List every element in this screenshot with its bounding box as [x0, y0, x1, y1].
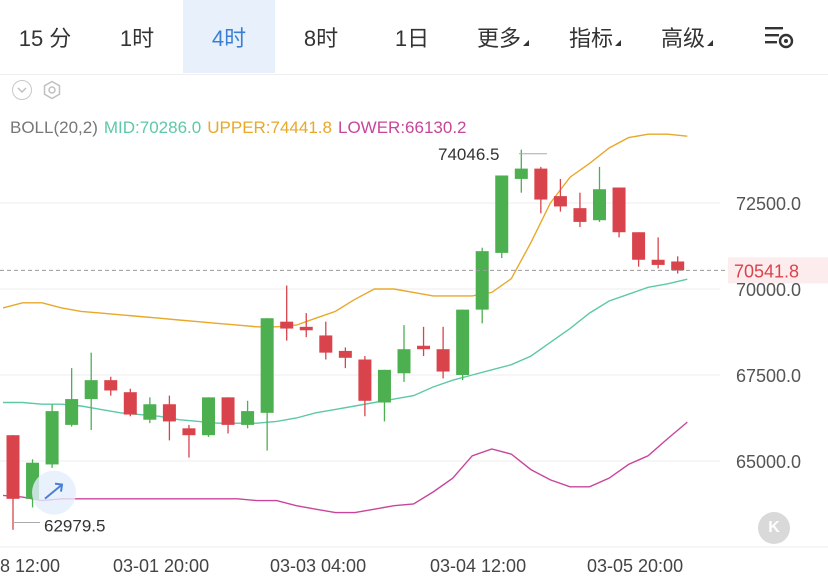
current-price-label: 70541.8	[734, 261, 799, 281]
y-tick-label: 65000.0	[736, 452, 801, 472]
collapse-indicator-button[interactable]	[12, 80, 32, 100]
back-to-latest-icon: K	[768, 519, 780, 536]
candlestick-chart[interactable]: 70541.8 72500.0 70000.0 67500.0 65000.0 8 12:…	[0, 74, 828, 586]
tab-label: 15 分	[18, 25, 72, 51]
candle-body	[123, 392, 137, 415]
x-tick-label: 03-04 12:00	[430, 556, 526, 576]
indicator-settings-button[interactable]	[42, 80, 62, 100]
back-to-latest-button[interactable]: K	[758, 512, 790, 544]
x-tick-label: 03-01 20:00	[113, 556, 209, 576]
dropdown-triangle-icon	[615, 39, 621, 46]
candle-body	[671, 261, 685, 271]
candle-body	[397, 349, 411, 374]
tab-label: 更多	[476, 25, 521, 51]
dropdown-triangle-icon	[523, 39, 529, 46]
candle-body	[338, 350, 352, 358]
boll-lower-value: LOWER:66130.2	[337, 118, 467, 137]
candle-body	[162, 404, 176, 422]
tab-15m[interactable]: 15 分	[0, 0, 90, 73]
candle-body	[202, 397, 215, 436]
tab-advanced[interactable]: 高级	[642, 0, 732, 73]
y-tick-label: 72500.0	[736, 194, 801, 214]
candle-body	[260, 318, 274, 413]
tab-label: 1时	[119, 25, 155, 51]
chevron-down-icon	[17, 87, 27, 94]
boll-mid-line	[3, 278, 688, 424]
x-tick-label: 03-03 04:00	[270, 556, 366, 576]
boll-name: BOLL(20,2)	[10, 118, 98, 137]
candle-body	[143, 404, 157, 420]
y-tick-label: 67500.0	[736, 366, 801, 386]
candle-body	[221, 397, 235, 425]
signal-marker	[32, 470, 76, 515]
current-price-tag	[728, 257, 828, 284]
tab-4h[interactable]: 4时	[183, 0, 275, 73]
tab-label: 高级	[660, 25, 705, 51]
candle-body	[84, 380, 98, 400]
candle-body	[280, 321, 294, 329]
high-label: 74046.5	[438, 145, 499, 164]
tab-label: 指标	[568, 25, 613, 51]
tab-1h[interactable]: 1时	[92, 0, 182, 73]
x-tick-label: 8 12:00	[0, 556, 60, 576]
candle-body	[417, 345, 431, 350]
chart-settings-icon	[765, 26, 794, 48]
boll-upper-line	[2, 133, 688, 328]
candle-body	[299, 326, 313, 331]
trend-arrow-icon	[44, 482, 64, 500]
tab-label: 8时	[303, 25, 339, 51]
timeframe-tab-bar: 15 分 1时 4时 8时 1日 更多 指标 高级	[0, 0, 828, 75]
chart-settings-button[interactable]	[745, 0, 815, 73]
candle-body	[553, 196, 567, 207]
boll-upper-value: UPPER:74441.8	[207, 118, 332, 137]
candle-body	[475, 251, 489, 310]
candle-body	[104, 380, 118, 391]
y-tick-label: 70000.0	[736, 280, 801, 300]
candle-body	[358, 359, 372, 401]
candle-body	[514, 168, 528, 179]
chart-toolbar	[12, 80, 62, 100]
candle-body	[534, 168, 548, 200]
candle-body	[593, 189, 606, 221]
candle-body	[573, 208, 587, 222]
boll-lower-line	[2, 421, 688, 514]
candle-body	[632, 232, 646, 260]
candle-body	[612, 187, 626, 233]
tab-label: 1日	[394, 25, 430, 51]
candle-body	[65, 399, 79, 425]
candle-body	[241, 411, 255, 425]
candle-body	[377, 369, 391, 403]
boll-mid-value: MID:70286.0	[103, 118, 202, 137]
tab-label: 4时	[211, 25, 247, 51]
dropdown-triangle-icon	[707, 39, 713, 46]
tab-1d[interactable]: 1日	[367, 0, 457, 73]
candle-body	[456, 309, 470, 375]
boll-legend: BOLL(20,2) MID:70286.0 UPPER:74441.8 LOWER:…	[10, 118, 473, 138]
x-tick-label: 03-05 20:00	[587, 556, 683, 576]
candle-body	[182, 428, 196, 436]
candle-body	[6, 435, 20, 499]
tab-8h[interactable]: 8时	[276, 0, 366, 73]
candle-body	[436, 349, 450, 372]
tab-more[interactable]: 更多	[458, 0, 548, 73]
hexagon-settings-icon	[43, 80, 61, 100]
candle-body	[651, 259, 665, 265]
tab-indicators[interactable]: 指标	[550, 0, 640, 73]
low-label: 62979.5	[44, 517, 105, 536]
candle-body	[495, 175, 509, 253]
candle-body	[45, 411, 59, 465]
candle-body	[319, 335, 333, 353]
